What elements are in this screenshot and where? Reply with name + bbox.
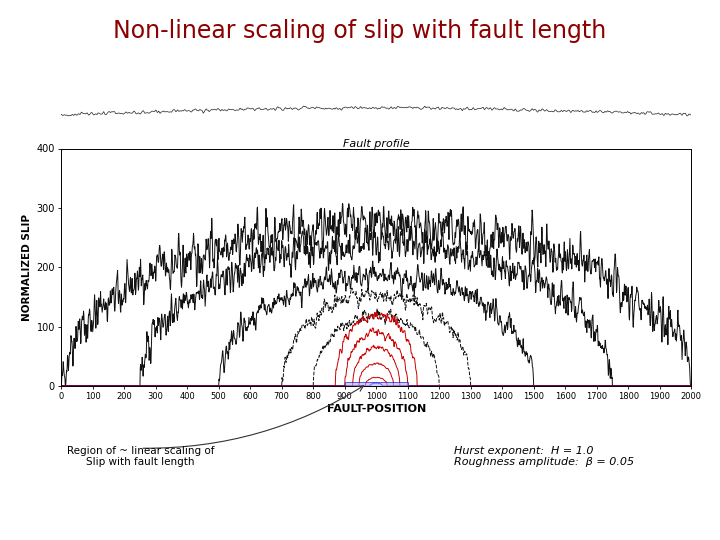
Text: Fault profile: Fault profile [343,139,410,150]
X-axis label: FAULT-POSITION: FAULT-POSITION [327,404,426,414]
Text: Non-linear scaling of slip with fault length: Non-linear scaling of slip with fault le… [113,19,607,43]
Text: Region of ~ linear scaling of
Slip with fault length: Region of ~ linear scaling of Slip with … [67,446,214,467]
Bar [345,382,408,386]
Y-axis label: NORMALIZED SLIP: NORMALIZED SLIP [22,214,32,321]
Text: Hurst exponent:  H = 1.0
Roughness amplitude:  β = 0.05: Hurst exponent: H = 1.0 Roughness amplit… [454,446,634,467]
